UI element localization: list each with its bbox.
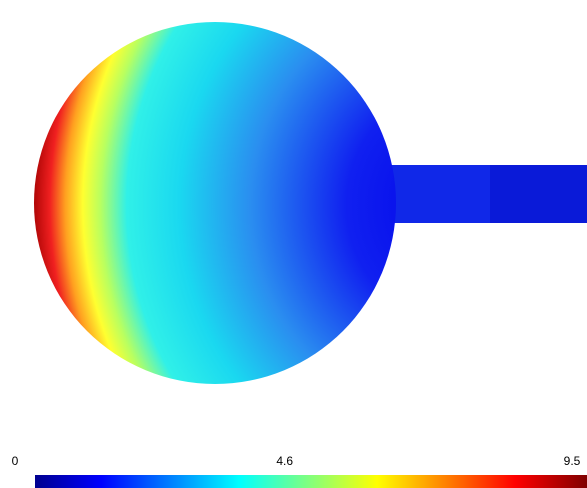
chamber [34, 22, 396, 384]
colorbar-tick-label: 9.5 [564, 454, 581, 468]
colorbar-tick-label: 0 [12, 454, 19, 468]
colorbar-tick-label: 4.6 [276, 454, 293, 468]
colorbar-scale [35, 475, 587, 488]
colorbar: 0 4.6 9.5 [12, 454, 587, 488]
outlet-channel-end [490, 165, 587, 223]
mesh-domain [34, 22, 587, 384]
